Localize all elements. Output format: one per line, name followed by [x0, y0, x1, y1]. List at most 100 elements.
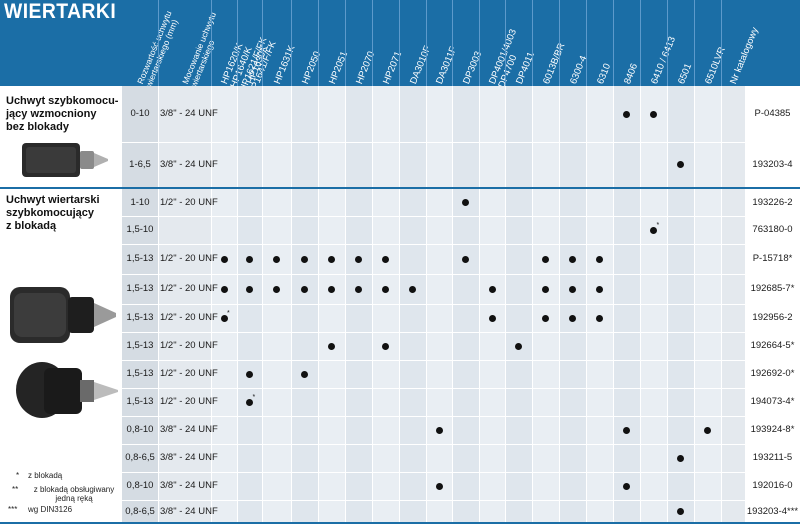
header-separator — [721, 0, 722, 86]
compatibility-dot — [488, 314, 496, 322]
compatibility-dot — [246, 370, 253, 378]
row-separator — [122, 216, 800, 217]
legend-mark: ** — [12, 485, 19, 494]
compatibility-dot — [569, 285, 576, 293]
header-separator — [479, 0, 480, 86]
column-header: DP3003 — [452, 0, 484, 86]
cell-catalog-number: 763180-0 — [752, 224, 793, 235]
header-background — [122, 0, 800, 86]
column-header: DP4011 — [505, 0, 537, 86]
cell-mount: 1/2" - 20 UNF — [160, 340, 218, 351]
compatibility-dot — [435, 482, 443, 490]
footnote-star: * — [252, 394, 256, 401]
header-separator — [318, 0, 319, 86]
header-separator — [399, 0, 400, 86]
cell-range: 1,5-13 — [126, 312, 154, 323]
cell-mount: 1/2" - 20 UNF — [160, 396, 218, 407]
page-title: WIERTARKI — [4, 0, 117, 23]
header-separator — [372, 0, 373, 86]
row-separator — [122, 332, 800, 333]
compatibility-dot — [246, 285, 253, 293]
column-separator — [158, 86, 159, 523]
section-title-text: Uchwyt wiertarski szybkomocujący z bloka… — [6, 194, 100, 232]
compatibility-dot — [435, 426, 443, 434]
row-separator — [122, 388, 800, 389]
row-separator — [122, 500, 800, 501]
cell-range: 1,5-13 — [126, 283, 154, 294]
column-header: Mocowanie uchwytu wiertarskiego — [158, 0, 218, 89]
header-separator — [532, 0, 533, 86]
row-separator — [122, 142, 800, 143]
cell-mount: 3/8" - 24 UNF — [160, 452, 218, 463]
header-separator — [345, 0, 346, 86]
row-separator — [122, 360, 800, 361]
legend-mark: * — [16, 471, 20, 480]
row-separator — [122, 472, 800, 473]
header-separator — [667, 0, 668, 86]
cell-catalog-number: 193226-2 — [752, 196, 793, 208]
row-separator — [122, 274, 800, 275]
column-separator — [586, 86, 587, 523]
cell-catalog-number: 192664-5* — [750, 340, 795, 351]
compatibility-dot — [488, 285, 496, 293]
cell-range: 1,5-13 — [126, 253, 154, 264]
compatibility-dot — [462, 255, 469, 263]
column-separator — [291, 86, 292, 523]
cell-catalog-number: 193211-5 — [752, 452, 793, 463]
row-separator — [122, 416, 800, 417]
compatibility-dot — [301, 255, 308, 263]
cell-mount: 3/8" - 24 UNF — [160, 505, 218, 517]
legend-text: wg DIN3126 — [28, 505, 73, 514]
column-header: HP1631K — [262, 0, 297, 86]
column-header: Rozwartość uchwytu wiertarskiego (mm) — [122, 0, 180, 88]
cell-range: 0,8-6,5 — [125, 505, 155, 517]
compatibility-dot — [596, 314, 603, 322]
column-separator — [694, 86, 695, 523]
column-header: HP2070 — [345, 0, 377, 86]
cell-mount: 1/2" - 20 UNF — [160, 196, 218, 208]
compatibility-dot — [355, 255, 362, 263]
column-separator — [426, 86, 427, 523]
title-block: WIERTARKI — [0, 0, 122, 86]
compatibility-dot — [677, 454, 684, 462]
footnote-star: * — [227, 310, 230, 317]
header-separator — [158, 0, 159, 86]
compatibility-dot — [462, 199, 469, 206]
column-separator — [262, 86, 263, 523]
header-separator — [262, 0, 263, 86]
compatibility-dot — [328, 342, 335, 350]
compatibility-dot — [246, 398, 253, 406]
table-bottom-line — [0, 522, 800, 524]
column-header: HP2051 — [318, 0, 350, 86]
section-divider — [0, 187, 800, 189]
column-separator — [505, 86, 506, 523]
row-separator — [122, 304, 800, 305]
header-separator — [237, 0, 238, 86]
compatibility-dot — [409, 285, 416, 293]
column-header: 6300-4 — [559, 0, 589, 86]
cell-catalog-number: 193203-4*** — [746, 505, 799, 517]
column-header: HP1620/K HP1640/K HP1621/F/FK HP1641/F/F… — [211, 0, 279, 97]
column-header: DA3011F — [426, 0, 459, 86]
cell-catalog-number: P-15718* — [752, 253, 793, 264]
column-header: 6013B/BR — [532, 0, 567, 86]
legend-text: z blokadą — [28, 471, 63, 480]
cell-range: 0,8-10 — [126, 424, 154, 435]
table-header: Rozwartość uchwytu wiertarskiego (mm) Moc… — [122, 0, 800, 97]
cell-range: 0,8-6,5 — [125, 452, 155, 463]
compatibility-dot — [273, 255, 280, 263]
column-separator — [211, 86, 212, 523]
compatibility-dot — [382, 285, 389, 293]
compatibility-dot — [596, 255, 603, 263]
row-separator — [122, 444, 800, 445]
compatibility-dot — [515, 342, 522, 350]
column-header: 6310 — [586, 0, 613, 86]
compatibility-dot — [328, 285, 335, 293]
compatibility-dot — [677, 161, 684, 168]
column-separator — [613, 86, 614, 523]
cell-catalog-number: 192692-0* — [750, 368, 795, 379]
cell-range: 1,5-13 — [126, 340, 154, 351]
header-separator — [291, 0, 292, 86]
compatibility-dot — [382, 255, 389, 263]
